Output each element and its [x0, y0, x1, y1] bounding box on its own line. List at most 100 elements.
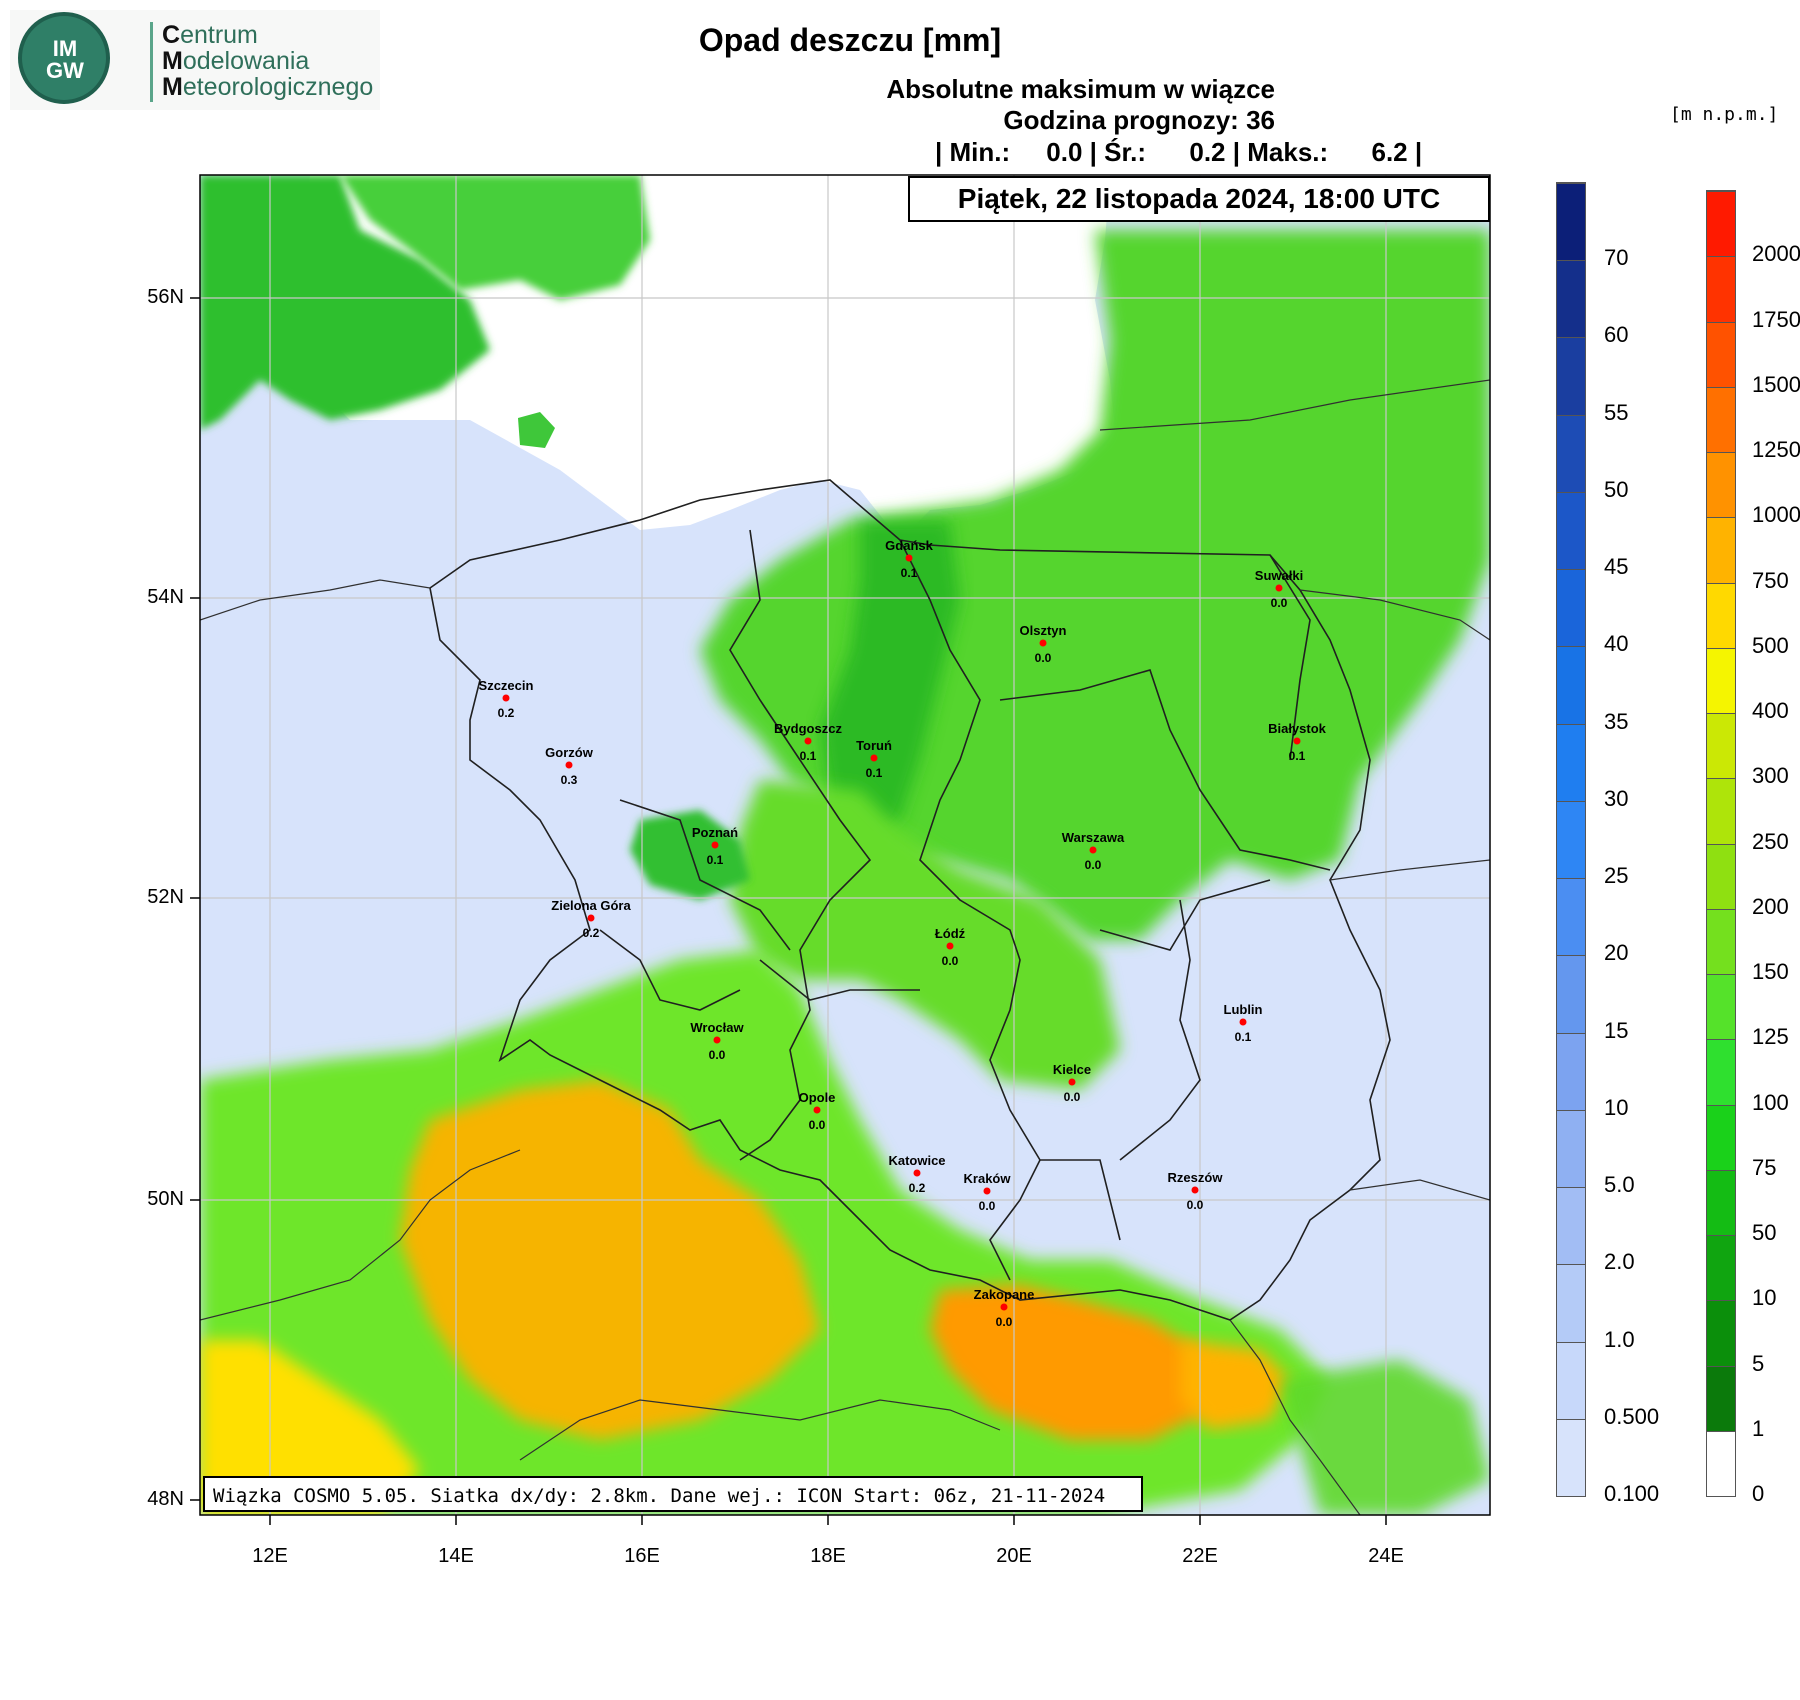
city-value: 0.0: [1064, 1090, 1081, 1104]
lon-label-22e: 22E: [1182, 1545, 1218, 1567]
colorbar-segment: [1707, 908, 1735, 974]
colorbar-label: 55: [1604, 399, 1629, 425]
city-dot: [804, 737, 812, 745]
colorbar-segment: [1707, 1235, 1735, 1301]
colorbar-label: 1750: [1752, 306, 1800, 332]
colorbar-segment: [1557, 1418, 1585, 1496]
city-marker: Poznań 0.1: [692, 825, 738, 867]
city-value: 0.0: [1035, 651, 1052, 665]
city-dot: [1239, 1018, 1247, 1026]
city-name: Suwałki: [1255, 568, 1303, 583]
sudetes-orange: [400, 1080, 820, 1440]
city-value: 0.0: [1085, 858, 1102, 872]
city-name: Kraków: [964, 1171, 1012, 1186]
city-name: Poznań: [692, 825, 738, 840]
precipitation-colorbar: [1556, 182, 1586, 1497]
logo-line-1: Centrum: [162, 21, 258, 49]
colorbar-label: 10: [1752, 1285, 1777, 1311]
colorbar-segment: [1707, 1300, 1735, 1366]
colorbar-segment: [1707, 452, 1735, 518]
colorbar-label: 125: [1752, 1024, 1789, 1050]
city-value: 0.0: [709, 1048, 726, 1062]
city-name: Zielona Góra: [551, 898, 631, 913]
colorbar-label: 100: [1752, 1089, 1789, 1115]
city-dot: [813, 1106, 821, 1114]
city-value: 0.1: [866, 766, 883, 780]
lon-label-24e: 24E: [1368, 1545, 1404, 1567]
imgw-logo-icon: [18, 12, 110, 104]
colorbar-label: 45: [1604, 554, 1629, 580]
city-name: Zakopane: [974, 1287, 1035, 1302]
logo-badge-top: IM: [52, 36, 78, 61]
poznan-rain: [630, 810, 750, 900]
colorbar-label: 5: [1752, 1350, 1765, 1376]
slovakia-orange: [1180, 1340, 1290, 1430]
city-marker: Olsztyn 0.0: [1020, 623, 1067, 665]
city-marker: Suwałki 0.0: [1255, 568, 1303, 610]
city-value: 0.2: [583, 926, 600, 940]
city-name: Warszawa: [1062, 830, 1125, 845]
borders: [429, 479, 1391, 1321]
city-dot: [1275, 584, 1283, 592]
lon-label-14e: 14E: [438, 1545, 474, 1567]
colorbar-label: 200: [1752, 893, 1789, 919]
colorbar-segment: [1557, 569, 1585, 647]
graticule: [200, 175, 1490, 1515]
colorbar-label: 250: [1752, 828, 1789, 854]
colorbar-label: 2000: [1752, 241, 1800, 267]
city-name: Katowice: [888, 1153, 945, 1168]
colorbar-label: 40: [1604, 631, 1629, 657]
colorbar-label: 150: [1752, 959, 1789, 984]
colorbar-segment: [1707, 974, 1735, 1040]
city-layer: Gdańsk 0.1 Suwałki 0.0 Olsztyn 0.0 Szczecin 0.2…: [479, 538, 1327, 1329]
city-name: Opole: [799, 1090, 836, 1105]
colorbar-segment: [1557, 1032, 1585, 1110]
colorbar-label: 50: [1604, 476, 1629, 502]
city-dot: [1068, 1078, 1076, 1086]
city-marker: Gdańsk 0.1: [885, 538, 933, 580]
colorbar-segment: [1557, 878, 1585, 956]
city-value: 0.0: [1271, 596, 1288, 610]
city-marker: Zakopane 0.0: [974, 1287, 1035, 1329]
city-dot: [1039, 639, 1047, 647]
alps-yellow: [200, 1340, 420, 1515]
city-dot: [870, 754, 878, 762]
map-field: [200, 175, 1490, 1515]
colorbar-segment: [1557, 337, 1585, 415]
colorbar-segment: [1707, 778, 1735, 844]
lon-label-12e: 12E: [252, 1545, 288, 1567]
city-dot: [913, 1169, 921, 1177]
stats-line: | Min.: 0.0 | Śr.: 0.2 | Maks.: 6.2 |: [935, 137, 1423, 167]
colorbar-segment: [1707, 843, 1735, 909]
city-value: 0.0: [996, 1315, 1013, 1329]
city-dot: [565, 761, 573, 769]
sweden-coast-rain: [340, 175, 650, 300]
map-frame: [199, 174, 1491, 1516]
city-dot: [713, 1036, 721, 1044]
scandinavia-rain: [200, 175, 490, 430]
city-value: 0.2: [909, 1181, 926, 1195]
colorbar-segment: [1557, 646, 1585, 724]
city-name: Wrocław: [690, 1020, 744, 1035]
colorbar-segment: [1707, 386, 1735, 452]
forecast-date-box: Piątek, 22 listopada 2024, 18:00 UTC: [908, 176, 1490, 222]
colorbar-segment: [1557, 723, 1585, 801]
city-dot: [502, 694, 510, 702]
colorbar-label: 2.0: [1604, 1249, 1635, 1275]
colorbar-segment: [1557, 1264, 1585, 1342]
colorbar-label: 0.500: [1604, 1403, 1660, 1429]
colorbar-label: 50: [1752, 1220, 1777, 1245]
logo-divider: [150, 22, 153, 102]
colorbar-segment: [1707, 713, 1735, 779]
colorbar-label: 5.0: [1604, 1172, 1635, 1198]
city-marker: Warszawa 0.0: [1062, 830, 1125, 872]
city-name: Lublin: [1224, 1002, 1263, 1017]
colorbar-label: 30: [1604, 785, 1629, 811]
colorbar-segment: [1557, 260, 1585, 338]
colorbar-segment: [1557, 183, 1585, 261]
elevation-unit-label: [m n.p.m.]: [1670, 104, 1779, 125]
city-dot: [1089, 846, 1097, 854]
colorbar-label: 70: [1604, 245, 1629, 271]
city-value: 0.0: [1187, 1198, 1204, 1212]
city-name: Szczecin: [479, 678, 534, 693]
